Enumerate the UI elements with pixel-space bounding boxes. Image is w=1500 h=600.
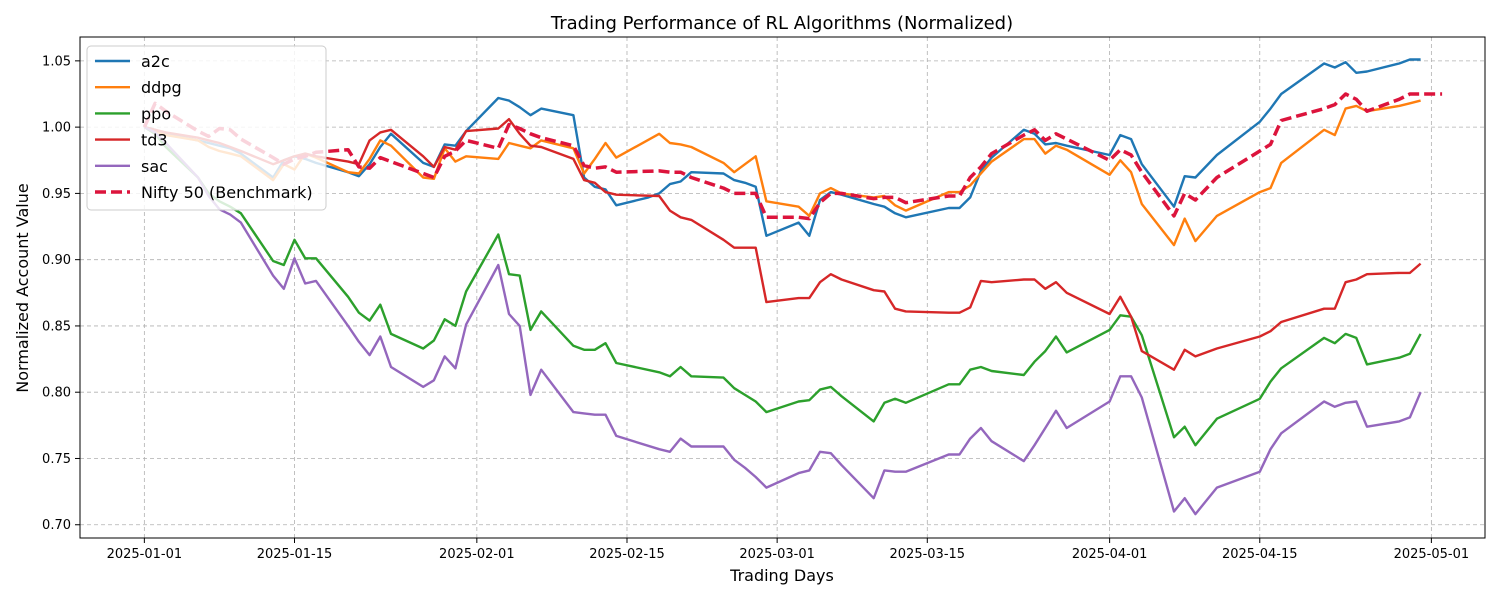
y-tick-label: 0.75 (42, 452, 71, 467)
x-tick-label: 2025-02-15 (589, 547, 665, 562)
series-line-2 (143, 126, 1422, 447)
y-tick-label: 1.00 (42, 121, 71, 136)
legend-label-1: ddpg (141, 78, 182, 97)
series-line-1 (143, 99, 1421, 247)
x-tick-label: 2025-03-01 (739, 547, 815, 562)
y-tick-label: 1.05 (42, 54, 71, 69)
plot-frame (79, 36, 1486, 539)
x-tick-label: 2025-05-01 (1394, 547, 1470, 562)
x-tick-label: 2025-02-01 (439, 547, 515, 562)
series-layer (142, 58, 1443, 516)
y-tick-label: 0.90 (42, 253, 71, 268)
legend-label-0: a2c (141, 52, 170, 71)
legend-label-2: ppo (141, 104, 171, 123)
chart-title: Trading Performance of RL Algorithms (No… (550, 13, 1013, 34)
ticks: 2025-01-01 2025-01-15 2025-02-01 2025-02-15… (42, 54, 1469, 562)
series-line-3 (144, 117, 1422, 371)
legend: a2c ddpg ppo td3 sac Nifty 50 (Benchmark) (86, 45, 327, 211)
y-tick-label: 0.85 (42, 319, 71, 334)
x-tick-label: 2025-04-01 (1072, 547, 1148, 562)
legend-box (86, 45, 327, 211)
x-tick-label: 2025-01-01 (107, 547, 183, 562)
y-tick-label: 0.95 (42, 187, 71, 202)
x-tick-label: 2025-04-15 (1222, 547, 1298, 562)
legend-label-3: td3 (141, 131, 168, 150)
x-tick-label: 2025-03-15 (890, 547, 966, 562)
x-tick-label: 2025-01-15 (257, 547, 333, 562)
x-axis-label: Trading Days (729, 566, 834, 585)
series-line-4 (143, 126, 1422, 516)
y-tick-label: 0.80 (42, 386, 71, 401)
series-line-5 (142, 92, 1443, 221)
y-tick-label: 0.70 (42, 518, 71, 533)
legend-label-4: sac (141, 157, 168, 176)
legend-label-5: Nifty 50 (Benchmark) (141, 183, 313, 202)
y-axis-label: Normalized Account Value (13, 183, 32, 392)
